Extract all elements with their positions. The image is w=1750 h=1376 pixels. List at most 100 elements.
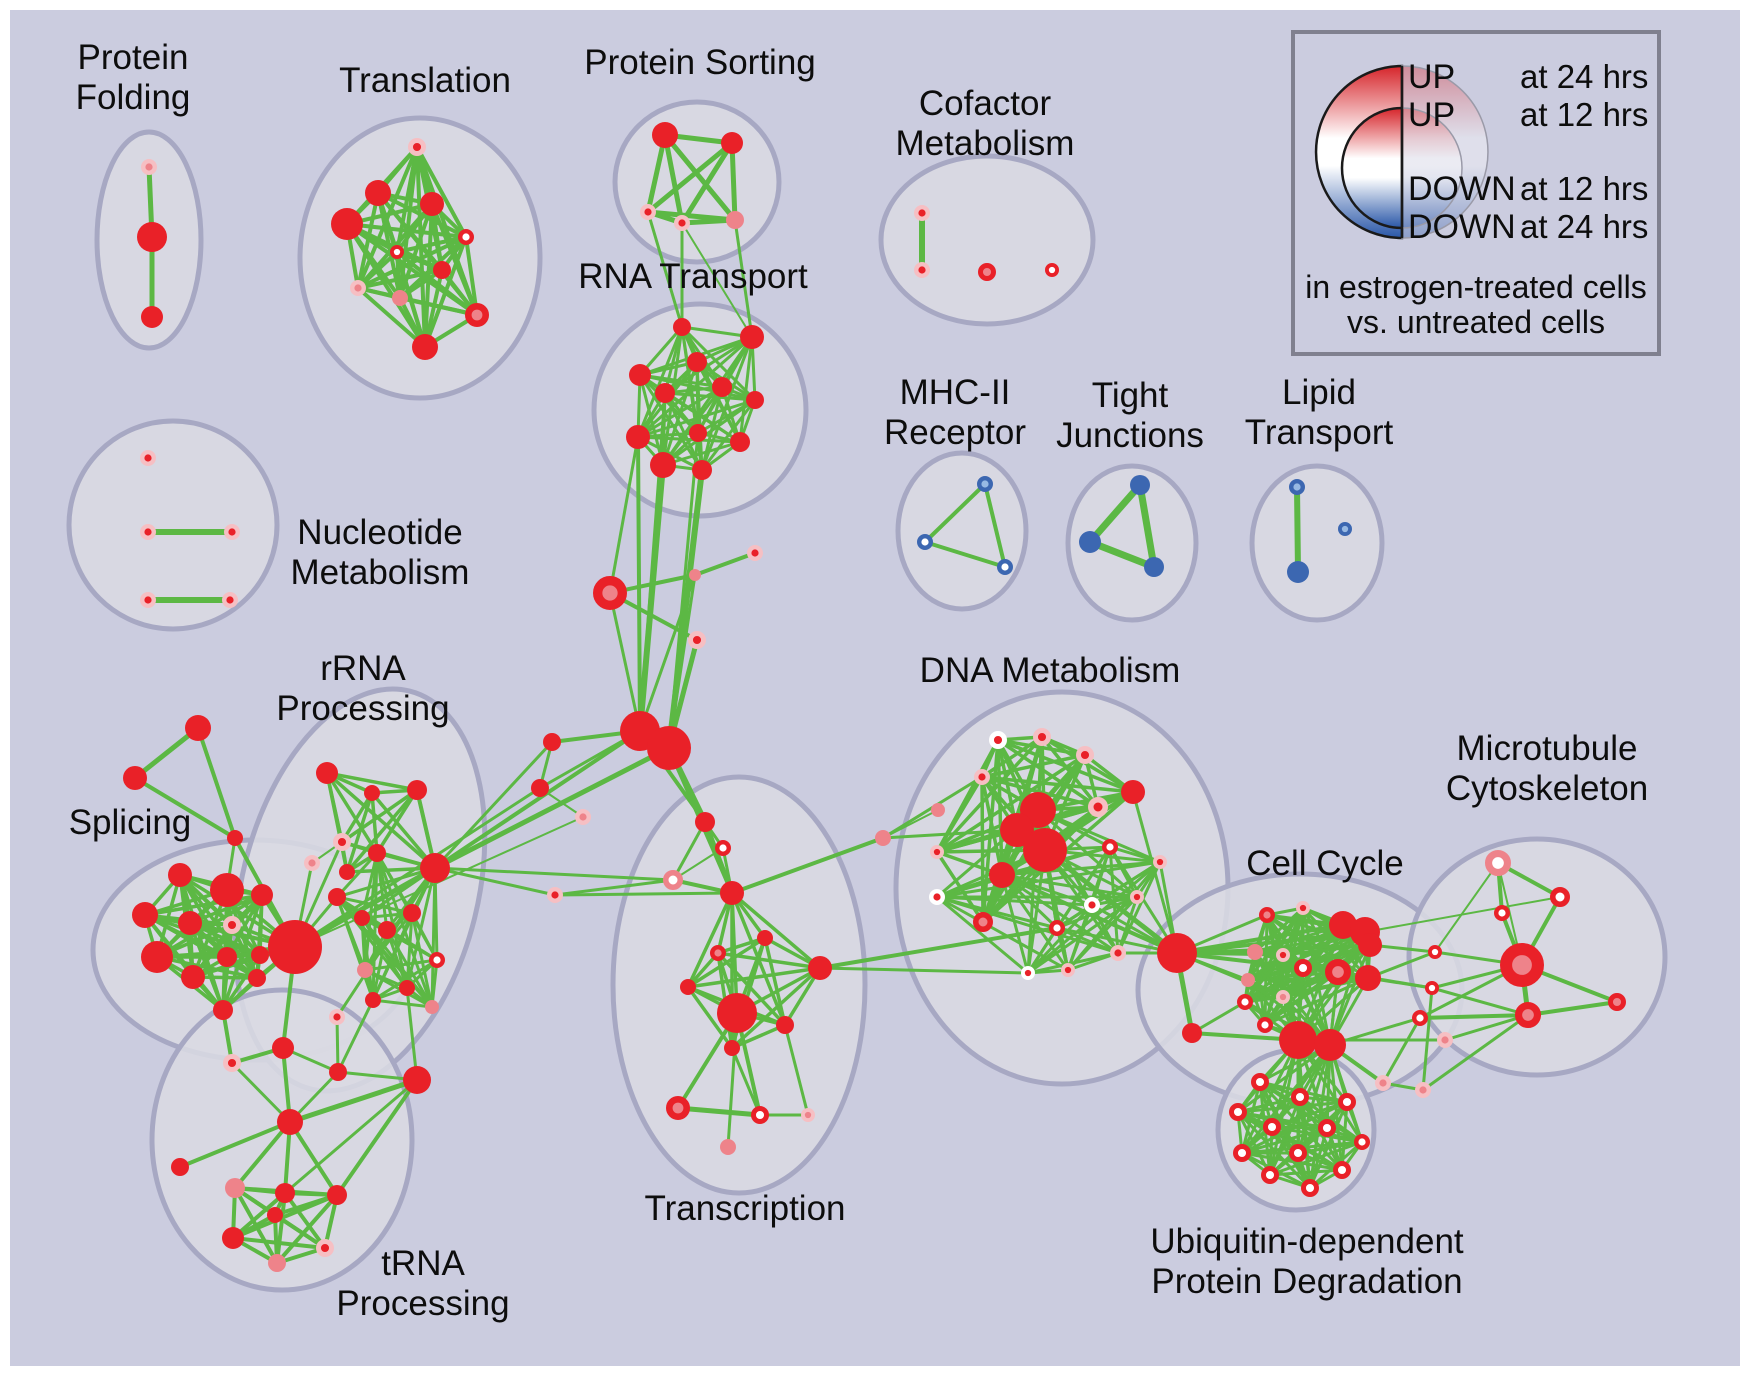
gene-node xyxy=(673,318,691,336)
interaction-edge xyxy=(1175,930,1367,955)
interaction-edge xyxy=(433,866,675,882)
gene-node xyxy=(1258,907,1275,924)
interaction-edge xyxy=(1281,953,1332,1047)
interaction-edge xyxy=(996,738,1100,809)
gene-node xyxy=(407,780,427,800)
interaction-edge xyxy=(818,966,1030,975)
gene-node xyxy=(420,192,444,216)
gene-node xyxy=(425,1000,439,1014)
interaction-edge xyxy=(1026,926,1059,975)
gene-node xyxy=(1236,994,1253,1011)
legend-direction-label: DOWN xyxy=(1408,170,1516,208)
gene-node xyxy=(1293,958,1312,977)
gene-node xyxy=(1355,965,1381,991)
gene-node xyxy=(1290,1087,1309,1106)
interaction-edge xyxy=(287,1077,420,1125)
interaction-edge xyxy=(371,928,389,1002)
gene-node xyxy=(715,840,732,857)
cluster-ellipse-lipid-transport xyxy=(1249,463,1385,623)
nodes-layer xyxy=(123,122,1626,1272)
interaction-edge xyxy=(233,1120,292,1190)
interaction-edge xyxy=(273,1193,339,1217)
cluster-label-trna-processing: tRNA Processing xyxy=(336,1244,509,1323)
cluster-ellipse-tight-junctions xyxy=(1065,463,1199,623)
interaction-edge xyxy=(636,435,642,733)
gene-node xyxy=(692,460,712,480)
gene-node xyxy=(543,733,561,751)
cluster-label-transcription: Transcription xyxy=(645,1189,846,1228)
gene-node xyxy=(1247,944,1263,960)
legend-time-label: at 12 hrs xyxy=(1520,96,1648,133)
gene-node xyxy=(1436,1031,1453,1048)
gene-node xyxy=(931,803,945,817)
interaction-edge xyxy=(935,895,1120,955)
gene-node xyxy=(575,809,592,826)
interaction-edge xyxy=(371,911,414,1002)
interaction-edge xyxy=(608,435,640,595)
gene-node xyxy=(1353,1133,1370,1150)
gene-node xyxy=(680,979,696,995)
interaction-edge xyxy=(325,771,419,792)
interaction-edge xyxy=(375,788,419,855)
interaction-edge xyxy=(726,1011,739,1149)
interaction-edge xyxy=(430,202,479,317)
gene-node xyxy=(316,762,338,784)
interaction-edge xyxy=(636,398,757,439)
gene-node xyxy=(1079,531,1101,553)
gene-node xyxy=(1276,989,1291,1004)
gene-node xyxy=(333,832,352,851)
gene-node xyxy=(357,962,373,978)
gene-node xyxy=(304,855,321,872)
interaction-edge xyxy=(738,335,754,444)
interaction-edge xyxy=(1336,970,1434,990)
gene-node xyxy=(433,261,451,279)
gene-node xyxy=(327,1185,347,1205)
gene-node xyxy=(364,785,380,801)
gene-node xyxy=(1144,557,1164,577)
gene-node xyxy=(458,228,475,245)
gene-node xyxy=(717,993,757,1033)
interaction-edge xyxy=(1526,1000,1619,1017)
cluster-label-ubiquitin: Ubiquitin-dependent Protein Degradation xyxy=(1150,1222,1464,1301)
interaction-edge xyxy=(433,866,557,897)
interaction-edge xyxy=(132,725,201,781)
interaction-edge xyxy=(345,788,419,874)
interaction-edge xyxy=(980,735,1044,779)
interaction-edge xyxy=(675,1105,763,1118)
gene-node xyxy=(1262,1117,1281,1136)
gene-node xyxy=(178,911,202,935)
interaction-edge xyxy=(325,771,437,870)
gene-node xyxy=(1000,813,1034,847)
interaction-edge xyxy=(1086,481,1144,546)
interaction-edge xyxy=(335,866,437,1019)
gene-node xyxy=(339,864,355,880)
interaction-edge xyxy=(415,145,468,239)
interaction-edge xyxy=(1066,895,1139,972)
interaction-edge xyxy=(178,1120,292,1169)
interaction-edge xyxy=(1026,951,1120,975)
gene-node xyxy=(222,1227,244,1249)
gene-node xyxy=(420,853,450,883)
gene-node xyxy=(403,1066,431,1094)
interaction-edge xyxy=(700,385,724,472)
interaction-edge xyxy=(1421,986,1434,1092)
gene-node xyxy=(1493,905,1510,922)
gene-node xyxy=(354,910,370,926)
gene-node xyxy=(251,946,269,964)
interaction-edge xyxy=(881,828,1019,840)
interaction-edge xyxy=(1000,873,1070,972)
interaction-edge xyxy=(370,791,379,855)
interaction-edge xyxy=(646,210,684,329)
legend-gradient-circle xyxy=(1401,107,1463,229)
interaction-edge xyxy=(730,1046,762,1117)
gene-node xyxy=(1153,854,1168,869)
interaction-edge xyxy=(1090,903,1120,955)
interaction-edge xyxy=(935,895,1030,975)
interaction-edge xyxy=(661,440,742,467)
gene-node xyxy=(1121,780,1145,804)
interaction-edge xyxy=(1236,1095,1302,1114)
gene-node xyxy=(776,1016,794,1034)
interaction-edge xyxy=(667,573,697,750)
interaction-edge xyxy=(733,218,754,339)
